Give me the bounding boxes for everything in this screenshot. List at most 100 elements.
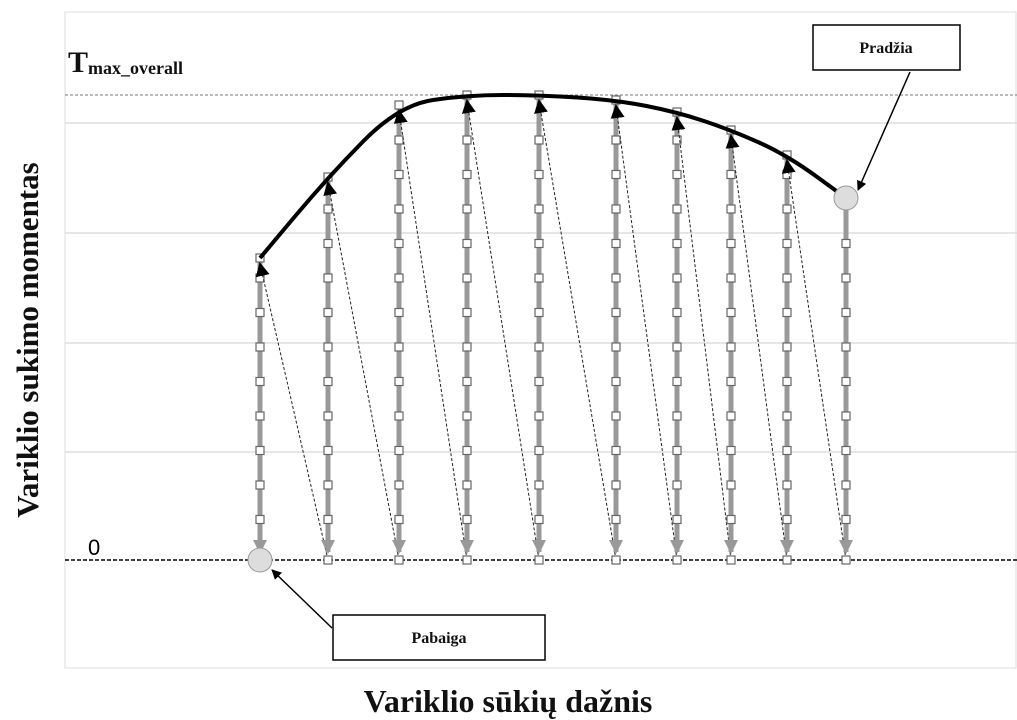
sample-marker: [323, 376, 333, 387]
sample-marker: [726, 480, 736, 490]
sample-marker: [841, 445, 851, 456]
sample-marker: [462, 480, 472, 490]
sample-marker: [394, 555, 404, 565]
tmax-sub: max_overall: [88, 58, 183, 78]
sample-marker: [611, 514, 621, 525]
start-box: [812, 24, 961, 71]
sample-marker: [672, 555, 682, 565]
sample-marker: [841, 307, 851, 318]
sample-marker: [534, 445, 544, 456]
sample-marker: [534, 238, 544, 249]
end-box: [332, 614, 546, 661]
sample-marker: [726, 307, 736, 318]
sample-marker: [782, 555, 792, 565]
sample-marker: [394, 238, 404, 249]
sample-marker: [394, 169, 404, 180]
sample-marker: [394, 100, 404, 110]
sample-marker: [255, 376, 265, 387]
sample-marker: [323, 307, 333, 318]
tmax-label: Tmax_overall: [68, 46, 183, 79]
sample-marker: [255, 480, 265, 490]
sample-marker: [726, 342, 736, 352]
sample-marker: [323, 238, 333, 249]
sample-marker: [462, 514, 472, 525]
sample-marker: [782, 411, 792, 421]
sample-marker: [672, 204, 682, 214]
sample-marker: [726, 376, 736, 387]
sample-marker: [462, 555, 472, 565]
sample-marker: [611, 445, 621, 456]
sample-marker: [726, 169, 736, 180]
sample-marker: [462, 411, 472, 421]
sample-marker: [534, 376, 544, 387]
columns: [253, 90, 853, 565]
sample-marker: [611, 376, 621, 387]
sample-marker: [462, 307, 472, 318]
sample-marker: [394, 135, 404, 145]
transition: [255, 262, 329, 561]
sample-marker: [462, 445, 472, 456]
sample-marker: [534, 273, 544, 283]
sample-marker: [462, 135, 472, 145]
sample-marker: [394, 307, 404, 318]
sample-marker: [255, 411, 265, 421]
sample-marker: [672, 135, 682, 145]
sample-marker: [462, 169, 472, 180]
sample-marker: [611, 273, 621, 283]
sample-marker: [462, 273, 472, 283]
start-text: Pradžia: [859, 40, 912, 57]
sample-marker: [726, 411, 736, 421]
sample-marker: [782, 307, 792, 318]
sample-marker: [323, 273, 333, 283]
sample-marker: [534, 307, 544, 318]
sample-marker: [534, 135, 544, 145]
sample-marker: [672, 273, 682, 283]
sample-marker: [323, 445, 333, 456]
sample-marker: [394, 445, 404, 456]
transition: [725, 134, 788, 561]
x-axis-label: Variklio sūkių dažnis: [364, 683, 653, 719]
end-arrow: [271, 569, 333, 629]
sample-marker: [255, 342, 265, 352]
sample-marker: [394, 342, 404, 352]
sample-marker: [534, 169, 544, 180]
sample-marker: [726, 238, 736, 249]
sample-marker: [462, 238, 472, 249]
sample-marker: [255, 514, 265, 525]
sample-marker: [782, 342, 792, 352]
sample-marker: [534, 411, 544, 421]
sample-marker: [394, 376, 404, 387]
sample-marker: [462, 376, 472, 387]
transition: [393, 109, 468, 561]
sample-marker: [841, 555, 851, 565]
sample-marker: [611, 307, 621, 318]
sample-marker: [611, 204, 621, 214]
sample-marker: [841, 480, 851, 490]
sample-marker: [255, 445, 265, 456]
sample-marker: [323, 204, 333, 214]
sample-marker: [534, 342, 544, 352]
sample-marker: [782, 480, 792, 490]
sample-marker: [611, 555, 621, 565]
sample-marker: [726, 204, 736, 214]
transition: [534, 99, 617, 561]
sample-marker: [611, 169, 621, 180]
sample-marker: [726, 514, 736, 525]
sample-marker: [534, 555, 544, 565]
sample-marker: [462, 342, 472, 352]
y-axis-label: Variklio sukimo momentas: [10, 162, 45, 517]
sample-marker: [534, 204, 544, 214]
torque-curve: [258, 92, 848, 260]
zero-label: 0: [88, 535, 100, 560]
sample-marker: [782, 204, 792, 214]
sample-marker: [782, 238, 792, 249]
sample-marker: [255, 307, 265, 318]
sample-marker: [672, 514, 682, 525]
start-point: [833, 185, 859, 211]
transition: [671, 116, 732, 561]
end-text: Pabaiga: [411, 630, 466, 647]
transition: [610, 104, 678, 561]
sample-marker: [394, 411, 404, 421]
sample-marker: [323, 411, 333, 421]
